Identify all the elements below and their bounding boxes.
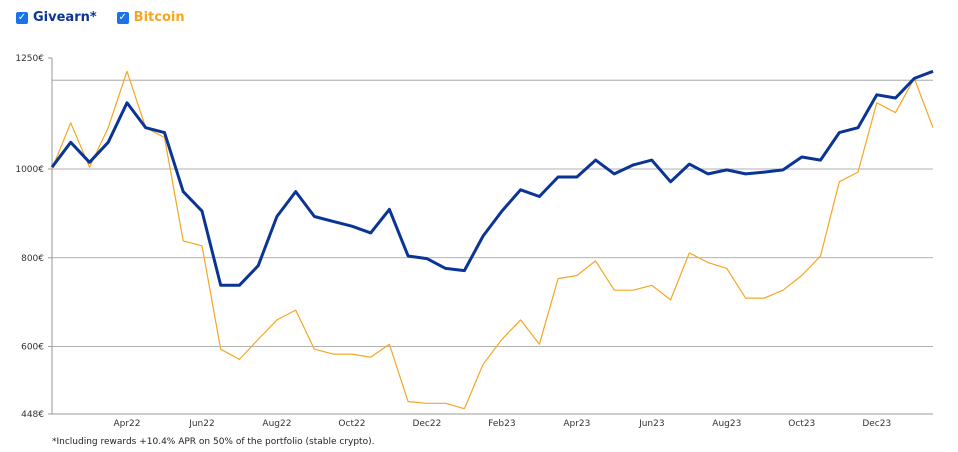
y-tick-label: 1000€ [15,165,44,175]
legend-item[interactable]: ✓ Bitcoin [116,10,185,25]
x-tick-label: Dec22 [412,419,441,429]
y-tick-label: 1250€ [15,54,44,64]
legend-label: Bitcoin [133,10,185,25]
x-tick-label: Apr23 [563,419,590,429]
x-tick-label: Oct23 [788,419,815,429]
x-tick-label: Jun22 [188,419,215,429]
y-tick-label: 448€ [21,410,44,420]
footnote: *Including rewards +10.4% APR on 50% of … [52,437,374,447]
x-tick-label: Aug23 [712,419,741,429]
checkbox[interactable]: ✓ [16,11,28,24]
checkbox[interactable]: ✓ [116,11,129,24]
y-tick-label: 800€ [21,254,44,264]
x-tick-label: Aug22 [262,419,291,429]
line-series [51,70,934,410]
x-tick-label: Jun23 [638,419,665,429]
x-tick-label: Apr22 [113,419,140,429]
x-tick-label: Oct22 [338,419,365,429]
legend: ✓ Givearn* ✓ Bitcoin [16,10,185,25]
legend-item[interactable]: ✓ Givearn* [16,10,97,25]
x-tick-label: Dec23 [862,419,891,429]
line-series [50,69,934,287]
x-tick-label: Feb23 [488,419,515,429]
legend-label: Givearn* [33,10,97,25]
y-tick-label: 600€ [21,343,44,353]
